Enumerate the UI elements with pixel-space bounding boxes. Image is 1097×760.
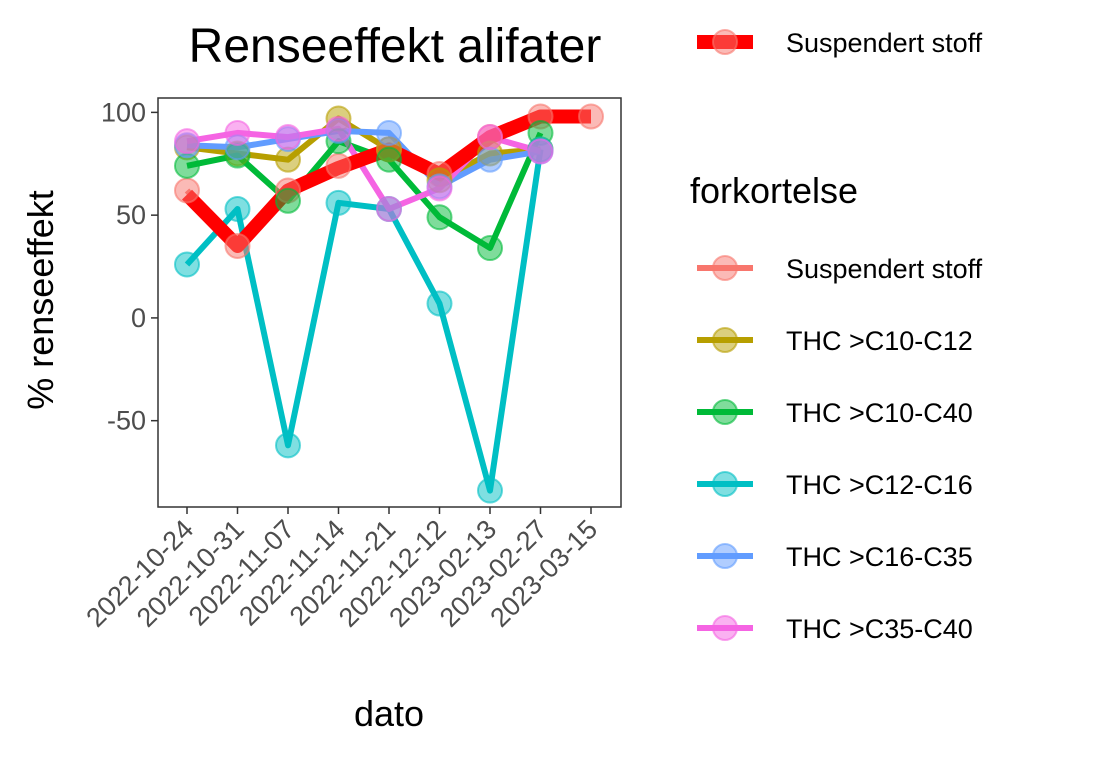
series-point-2-5 xyxy=(426,204,453,231)
plot-layer xyxy=(174,103,604,504)
series-point-3-5 xyxy=(426,290,453,317)
legend-key-point-5 xyxy=(712,615,738,641)
series-point-0-3 xyxy=(325,152,352,179)
series-point-5-3 xyxy=(325,115,352,142)
y-tick-label: -50 xyxy=(107,406,146,436)
legend-key-point-0 xyxy=(712,255,738,281)
series-point-3-1 xyxy=(224,195,251,222)
series-point-3-0 xyxy=(174,251,200,278)
legend-label-3: THC >C12-C16 xyxy=(786,470,973,500)
legend-key-point-1 xyxy=(712,327,738,353)
series-point-3-2 xyxy=(275,432,301,459)
chart-title: Renseeffekt alifater xyxy=(189,20,602,73)
legend-label-1: THC >C10-C12 xyxy=(786,326,973,356)
legend-highlight-label: Suspendert stoff xyxy=(786,28,983,58)
series-point-4-6 xyxy=(477,146,503,173)
legend-label-5: THC >C35-C40 xyxy=(786,614,973,644)
legend-key-point-4 xyxy=(712,543,738,569)
legend: Suspendert stoff THC >C10-C12 THC >C10-C40… xyxy=(697,254,983,644)
series-point-4-4 xyxy=(376,119,402,146)
series-point-0-8 xyxy=(578,103,604,130)
y-axis: 100 50 0 -50 xyxy=(101,97,158,436)
series-point-0-1 xyxy=(224,232,251,259)
series-point-5-0 xyxy=(174,128,200,155)
y-tick-label: 0 xyxy=(131,303,146,333)
series-point-5-7 xyxy=(527,138,554,165)
x-axis-title: dato xyxy=(354,693,424,734)
series-point-0-0 xyxy=(174,177,200,204)
series-point-5-4 xyxy=(376,195,402,222)
series-point-2-4 xyxy=(376,146,402,173)
legend-label-0: Suspendert stoff xyxy=(786,254,983,284)
legend-label-4: THC >C16-C35 xyxy=(786,542,973,572)
legend-key-point-3 xyxy=(712,471,738,497)
series-point-2-6 xyxy=(477,235,503,262)
series-point-2-2 xyxy=(275,187,301,214)
series-point-5-6 xyxy=(477,124,503,151)
legend-highlight: Suspendert stoff xyxy=(697,28,983,58)
x-axis: 2022-10-242022-10-312022-11-072022-11-14… xyxy=(80,507,603,633)
legend-title: forkortelse xyxy=(690,170,858,211)
series-point-5-2 xyxy=(275,124,301,151)
legend-label-2: THC >C10-C40 xyxy=(786,398,973,428)
legend-highlight-key-point xyxy=(712,29,738,55)
y-tick-label: 100 xyxy=(101,97,146,127)
series-point-3-3 xyxy=(325,189,352,216)
legend-key-point-2 xyxy=(712,399,738,425)
series-point-5-5 xyxy=(426,175,453,202)
y-axis-title: % renseeffekt xyxy=(20,190,61,409)
series-point-3-6 xyxy=(477,477,503,504)
series-point-5-1 xyxy=(224,119,251,146)
y-tick-label: 50 xyxy=(116,200,146,230)
